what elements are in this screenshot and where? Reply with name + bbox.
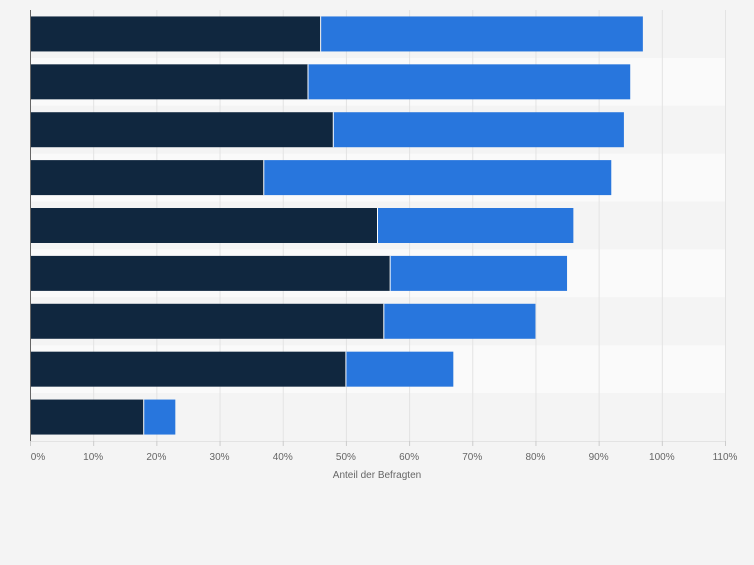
bar-segment-series-2 [320, 16, 643, 52]
bar-segment-series-1 [30, 255, 391, 291]
x-tick-label: 60% [399, 452, 419, 463]
x-axis-label: Anteil der Befragten [333, 470, 421, 481]
x-tick-label: 50% [336, 452, 356, 463]
bar-segment-series-1 [30, 208, 378, 243]
x-tick-label: 100% [649, 452, 675, 463]
bar-segment-series-2 [390, 255, 568, 291]
x-tick-label: 30% [210, 452, 230, 463]
bar-segment-series-1 [30, 112, 334, 148]
bar-segment-series-2 [308, 64, 631, 100]
bar-segment-series-2 [333, 112, 624, 148]
bar-segment-series-2 [383, 303, 536, 339]
x-tick-label: 40% [273, 452, 293, 463]
bar-segment-series-1 [30, 16, 321, 52]
bar-segment-series-1 [30, 399, 144, 435]
x-tick-label: 80% [525, 452, 545, 463]
x-tick-label: 0% [31, 452, 46, 463]
bar-segment-series-1 [30, 303, 384, 339]
x-tick-label: 70% [462, 452, 482, 463]
x-tick-label: 110% [713, 452, 738, 463]
bar-segment-series-2 [345, 351, 454, 387]
x-tick-label: 10% [83, 452, 103, 463]
x-axis: 0% 10% 20% 30% 40% 50% 60% 70% 80% 90% 100% 110% [30, 10, 738, 463]
x-tick-label: 20% [146, 452, 166, 463]
bar-segment-series-2 [263, 160, 612, 196]
bar-segment-series-1 [30, 160, 264, 196]
bar-segment-series-1 [30, 64, 308, 100]
bars [30, 16, 643, 435]
x-tick-label: 90% [589, 452, 609, 463]
bar-segment-series-2 [143, 399, 176, 435]
bar-segment-series-2 [377, 208, 574, 243]
bar-segment-series-1 [30, 351, 346, 387]
